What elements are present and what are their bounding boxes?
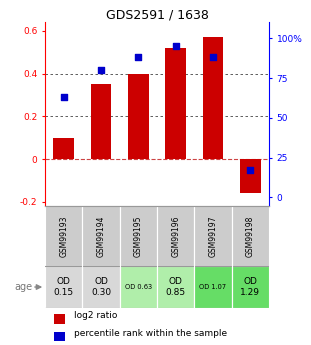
Bar [240,159,261,193]
Text: GSM99193: GSM99193 [59,216,68,257]
Text: GSM99195: GSM99195 [134,216,143,257]
Bar [194,266,232,308]
Text: OD 1.07: OD 1.07 [199,284,227,290]
Text: GSM99197: GSM99197 [209,216,217,257]
Bar [91,85,111,159]
Title: GDS2591 / 1638: GDS2591 / 1638 [106,8,208,21]
Bar [120,266,157,308]
Bar [54,332,65,342]
Bar [45,266,82,308]
Bar [232,266,269,308]
Text: log2 ratio: log2 ratio [74,311,118,320]
Text: OD
0.85: OD 0.85 [166,277,186,297]
Bar [165,48,186,159]
Bar [45,206,82,266]
Text: GSM99194: GSM99194 [97,216,105,257]
Text: OD
0.15: OD 0.15 [54,277,74,297]
Text: OD
1.29: OD 1.29 [240,277,260,297]
Text: age: age [15,282,33,292]
Bar [54,314,65,324]
Text: OD
0.30: OD 0.30 [91,277,111,297]
Bar [157,206,194,266]
Point [248,168,253,173]
Bar [82,266,120,308]
Text: OD 0.63: OD 0.63 [125,284,152,290]
Point [173,43,178,49]
Text: GSM99198: GSM99198 [246,216,255,257]
Text: percentile rank within the sample: percentile rank within the sample [74,329,227,338]
Point [136,55,141,60]
Bar [194,206,232,266]
Bar [53,138,74,159]
Bar [82,206,120,266]
Text: GSM99196: GSM99196 [171,216,180,257]
Point [99,67,104,73]
Bar [203,37,223,159]
Bar [128,74,149,159]
Bar [157,266,194,308]
Bar [232,206,269,266]
Point [61,95,66,100]
Bar [120,206,157,266]
Point [211,55,216,60]
